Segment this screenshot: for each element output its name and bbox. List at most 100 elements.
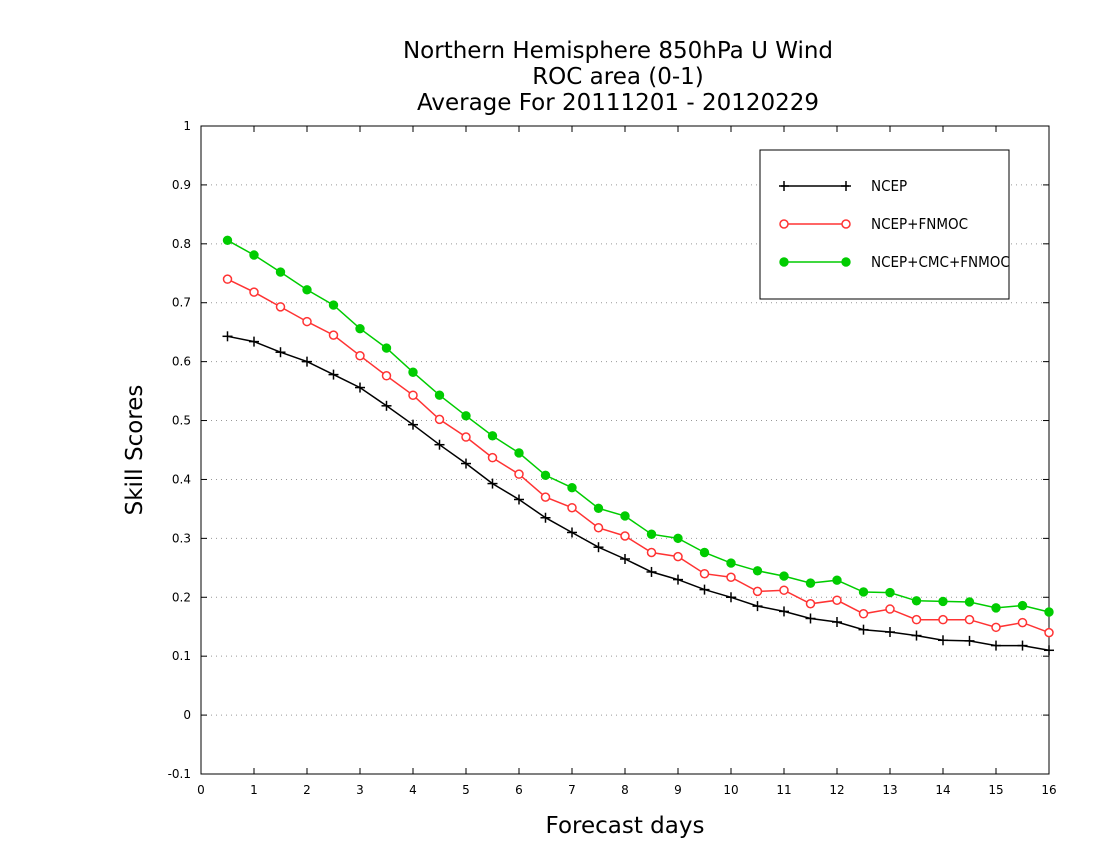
legend-entry: NCEP+FNMOC	[779, 215, 968, 233]
data-point	[673, 551, 683, 562]
data-point	[1044, 627, 1054, 638]
data-point	[461, 432, 471, 442]
x-tick-label: 14	[935, 783, 950, 797]
x-tick-label: 5	[462, 783, 470, 797]
data-point	[1044, 607, 1054, 617]
y-tick-label: 0.9	[172, 178, 191, 192]
data-point	[699, 547, 710, 558]
data-point	[487, 431, 498, 441]
data-point	[832, 617, 842, 628]
data-point	[964, 635, 975, 646]
series-ncep	[222, 331, 1054, 656]
legend-marker	[841, 181, 851, 191]
x-axis-label: Forecast days	[546, 813, 705, 839]
legend-label: NCEP+FNMOC	[871, 215, 968, 233]
data-point	[911, 596, 922, 606]
legend-label: NCEP	[871, 177, 907, 195]
y-tick-label: 1	[183, 119, 191, 133]
x-tick-label: 9	[674, 783, 682, 797]
data-point	[938, 614, 948, 625]
data-point	[1017, 600, 1028, 611]
data-point	[938, 596, 948, 607]
legend-marker	[779, 257, 789, 267]
data-point	[540, 512, 551, 523]
data-point	[381, 371, 392, 381]
y-tick-label: 0.6	[172, 355, 191, 369]
data-point	[222, 331, 233, 342]
data-point	[514, 469, 524, 479]
data-point	[302, 356, 312, 367]
data-point	[858, 587, 869, 597]
data-point	[858, 624, 869, 635]
legend-marker	[841, 219, 851, 229]
x-tick-label: 6	[515, 783, 523, 797]
title-line-2: ROC area (0-1)	[532, 64, 704, 90]
data-point	[752, 601, 763, 612]
x-tick-label: 10	[723, 783, 738, 797]
data-point	[567, 483, 577, 493]
data-point	[620, 531, 630, 541]
data-point	[964, 614, 975, 625]
data-point	[832, 595, 842, 605]
data-point	[1044, 645, 1054, 656]
x-tick-label: 12	[829, 783, 844, 797]
data-point	[540, 492, 551, 502]
data-point	[302, 285, 312, 295]
data-point	[328, 369, 339, 380]
data-point	[328, 300, 339, 310]
data-point	[355, 382, 365, 393]
y-axis: -0.1 0 0.1 0.2 0.3 0.4 0.5 0.6 0.7 0.8 0.9 1	[168, 119, 1049, 781]
x-tick-label: 4	[409, 783, 417, 797]
data-point	[514, 448, 524, 458]
data-point	[1017, 617, 1028, 628]
title-line-3: Average For 20111201 - 20120229	[417, 90, 819, 116]
legend-label: NCEP+CMC+FNMOC	[871, 253, 1010, 271]
data-point	[434, 414, 445, 425]
data-point	[487, 478, 498, 489]
data-point	[434, 390, 445, 400]
data-point	[673, 533, 683, 544]
data-point	[408, 390, 418, 400]
data-point	[805, 613, 816, 624]
x-tick-label: 7	[568, 783, 576, 797]
data-point	[779, 606, 789, 617]
y-tick-label: -0.1	[168, 767, 191, 781]
data-point	[275, 267, 286, 277]
data-point	[355, 323, 365, 334]
x-tick-label: 11	[776, 783, 791, 797]
title-line-1: Northern Hemisphere 850hPa U Wind	[403, 38, 833, 64]
data-point	[779, 585, 789, 595]
y-tick-label: 0.5	[172, 414, 191, 428]
data-point	[408, 419, 418, 430]
data-point	[964, 597, 975, 607]
data-point	[646, 547, 657, 558]
data-series	[222, 235, 1054, 656]
legend-marker	[841, 257, 851, 267]
x-axis: 0 1 2 3 4 5 6 7 8 9 10 11 12 13 14 15 16	[197, 126, 1057, 797]
data-point	[991, 640, 1001, 651]
data-point	[593, 503, 604, 514]
data-point	[328, 330, 339, 340]
legend-entry: NCEP	[779, 177, 907, 195]
data-point	[885, 627, 895, 638]
series-line	[227, 335, 1050, 652]
y-tick-label: 0.7	[172, 296, 191, 310]
data-point	[1017, 640, 1028, 651]
data-point	[381, 400, 392, 411]
data-point	[832, 575, 842, 585]
data-point	[408, 367, 418, 377]
x-tick-label: 3	[356, 783, 364, 797]
data-point	[487, 452, 498, 463]
data-point	[752, 586, 763, 597]
x-tick-label: 13	[882, 783, 897, 797]
legend: NCEP NCEP+FNMOC NCEP+CMC+FNMOC	[759, 149, 1010, 300]
series-ncep-cmc-fnmoc	[222, 235, 1054, 617]
data-point	[991, 603, 1001, 613]
data-point	[646, 566, 657, 577]
data-point	[593, 523, 604, 533]
y-axis-label: Skill Scores	[122, 385, 148, 516]
data-point	[249, 287, 259, 297]
data-point	[275, 347, 286, 358]
data-point	[381, 343, 392, 353]
